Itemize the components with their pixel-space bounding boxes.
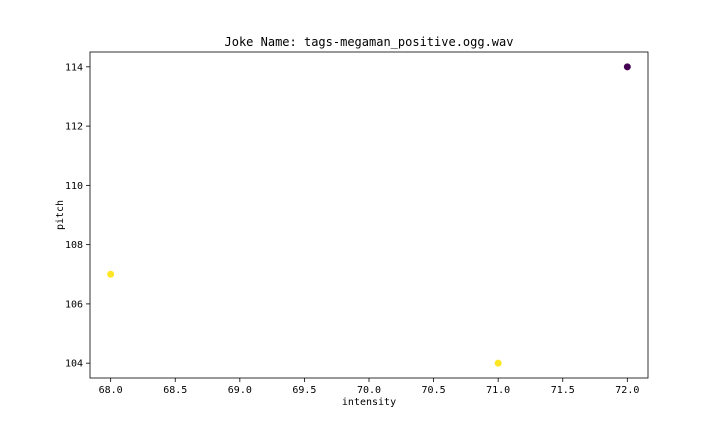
chart-title: Joke Name: tags-megaman_positive.ogg.wav (225, 35, 514, 49)
y-axis-ticks: 104 106 108 110 112 114 (65, 62, 90, 370)
plot-frame (89, 51, 649, 379)
y-tick-label: 108 (65, 240, 83, 251)
x-tick-label: 71.0 (486, 385, 510, 396)
plot-background (90, 52, 648, 378)
x-tick-label: 69.5 (292, 385, 316, 396)
x-tick-label: 72.0 (615, 385, 639, 396)
x-tick-label: 70.0 (357, 385, 381, 396)
data-points (107, 63, 631, 367)
x-tick-label: 68.0 (99, 385, 123, 396)
data-point (494, 359, 502, 367)
y-tick-label: 112 (65, 122, 83, 133)
x-tick-label: 71.5 (551, 385, 575, 396)
y-tick-label: 104 (65, 359, 83, 370)
data-point (623, 63, 631, 71)
x-tick-label: 68.5 (163, 385, 187, 396)
x-axis-ticks: 68.0 68.5 69.0 69.5 70.0 70.5 71.0 71.5 72.0 (99, 378, 639, 396)
x-tick-label: 69.0 (228, 385, 252, 396)
y-tick-label: 106 (65, 299, 83, 310)
x-axis-label: intensity (342, 397, 396, 408)
y-tick-label: 110 (65, 181, 83, 192)
x-tick-label: 70.5 (422, 385, 446, 396)
y-tick-label: 114 (65, 62, 83, 73)
data-point (107, 270, 115, 278)
y-axis-label: pitch (55, 200, 66, 230)
